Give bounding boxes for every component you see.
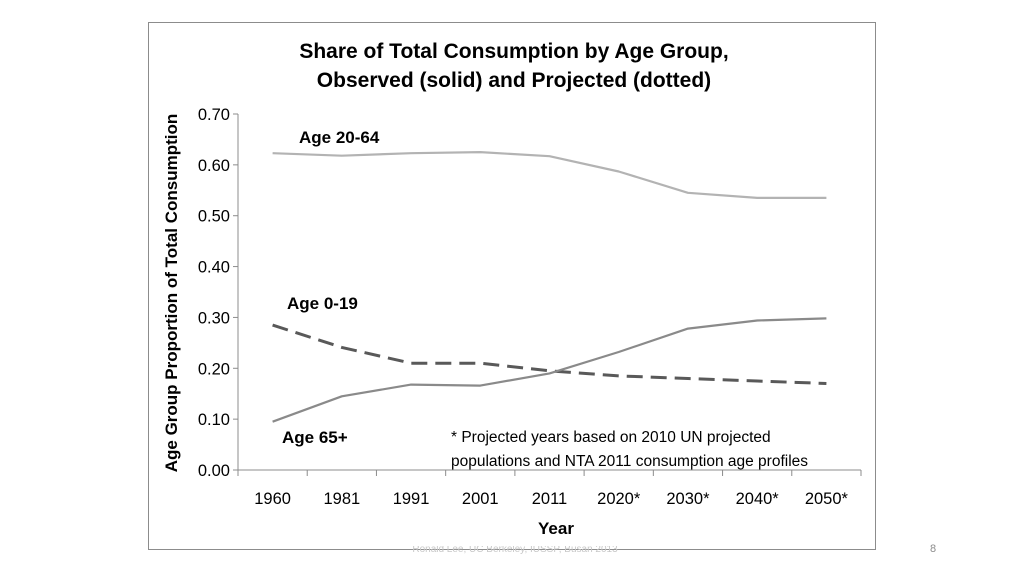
x-tick-label: 1960 bbox=[254, 490, 291, 508]
series-line-age-65-plus bbox=[272, 317, 827, 423]
chart-frame: Share of Total Consumption by Age Group,… bbox=[148, 22, 876, 550]
y-tick-label: 0.20 bbox=[198, 360, 230, 378]
y-axis-title: Age Group Proportion of Total Consumptio… bbox=[162, 114, 181, 473]
y-tick-labels: 0.00 0.10 0.20 0.30 0.40 0.50 0.60 0.70 bbox=[198, 106, 230, 480]
series-label-age-0-19: Age 0-19 bbox=[287, 294, 358, 313]
x-tick-label: 2040* bbox=[736, 490, 780, 508]
x-tick-label: 2050* bbox=[805, 490, 849, 508]
x-tick-label: 2030* bbox=[666, 490, 710, 508]
projection-note-line-1: * Projected years based on 2010 UN proje… bbox=[451, 429, 771, 446]
x-tick-label: 1991 bbox=[393, 490, 430, 508]
y-tick-label: 0.70 bbox=[198, 106, 230, 124]
axes bbox=[233, 113, 862, 476]
x-tick-labels: 1960 1981 1991 2001 2011 2020* 2030* 2040* 2050* bbox=[254, 490, 848, 508]
y-tick-label: 0.30 bbox=[198, 309, 230, 327]
y-tick-label: 0.40 bbox=[198, 259, 230, 277]
projection-note-line-2: populations and NTA 2011 consumption age… bbox=[451, 453, 808, 470]
series-lines bbox=[272, 151, 827, 423]
x-tick-label: 2001 bbox=[462, 490, 499, 508]
x-tick-label: 2011 bbox=[532, 490, 567, 508]
y-tick-label: 0.00 bbox=[198, 462, 230, 480]
y-tick-label: 0.60 bbox=[198, 157, 230, 175]
x-tick-label: 1981 bbox=[323, 490, 360, 508]
series-label-age-20-64: Age 20-64 bbox=[299, 128, 380, 147]
x-axis-title: Year bbox=[538, 519, 574, 538]
series-line-age-0-19 bbox=[272, 323, 827, 385]
chart-title-line-1: Share of Total Consumption by Age Group, bbox=[299, 40, 728, 63]
y-tick-label: 0.50 bbox=[198, 208, 230, 226]
y-tick-label: 0.10 bbox=[198, 411, 230, 429]
series-line-age-20-64 bbox=[272, 151, 827, 199]
line-chart: Share of Total Consumption by Age Group,… bbox=[162, 40, 862, 538]
page-number: 8 bbox=[930, 543, 937, 555]
series-label-age-65-plus: Age 65+ bbox=[282, 428, 348, 447]
x-tick-label: 2020* bbox=[597, 490, 641, 508]
slide-footer: Ronald Lee, UC Berkeley, IUSSP, Busan 20… bbox=[412, 546, 618, 555]
chart-title-line-2: Observed (solid) and Projected (dotted) bbox=[317, 69, 711, 92]
